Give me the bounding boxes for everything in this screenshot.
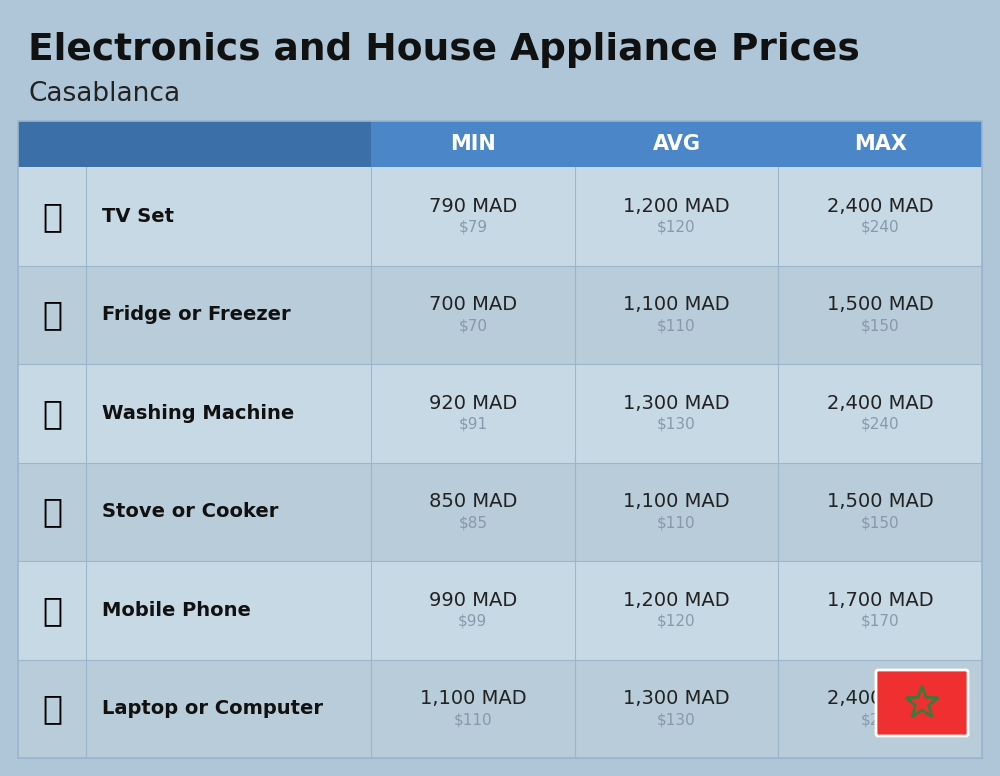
Text: $110: $110 [657,515,696,530]
Bar [18,265,982,364]
Text: 1,500 MAD: 1,500 MAD [827,295,934,314]
Text: 1,500 MAD: 1,500 MAD [827,492,934,511]
Text: 990 MAD: 990 MAD [429,591,517,610]
Text: 2,400 MAD: 2,400 MAD [827,393,933,413]
Text: 920 MAD: 920 MAD [429,393,517,413]
Text: 790 MAD: 790 MAD [429,197,517,216]
Text: Mobile Phone: Mobile Phone [102,601,251,620]
Text: MAX: MAX [854,134,907,154]
Text: $85: $85 [458,515,487,530]
Text: 1,300 MAD: 1,300 MAD [623,393,730,413]
Text: 🧊: 🧊 [42,298,62,331]
Text: $240: $240 [861,220,899,235]
Text: 1,200 MAD: 1,200 MAD [623,197,730,216]
Text: 2,400 MAD: 2,400 MAD [827,197,933,216]
Text: Laptop or Computer: Laptop or Computer [102,699,323,719]
Text: $170: $170 [861,614,899,629]
Text: 📱: 📱 [42,594,62,627]
Bar [18,121,982,167]
Text: 850 MAD: 850 MAD [429,492,517,511]
Text: 1,700 MAD: 1,700 MAD [827,591,933,610]
Text: 🍳: 🍳 [42,495,62,528]
Text: 700 MAD: 700 MAD [429,295,517,314]
Bar [18,561,982,660]
Text: Stove or Cooker: Stove or Cooker [102,502,278,521]
Bar [18,121,371,167]
Text: $110: $110 [454,712,492,727]
Text: Washing Machine: Washing Machine [102,404,294,423]
Text: Casablanca: Casablanca [28,81,180,107]
Bar [18,364,982,462]
Text: 📺: 📺 [42,199,62,233]
Text: $130: $130 [657,712,696,727]
Text: $70: $70 [458,318,487,333]
Text: 1,100 MAD: 1,100 MAD [420,689,526,708]
Text: 🌀: 🌀 [42,397,62,430]
Text: 💻: 💻 [42,692,62,726]
Text: $240: $240 [861,712,899,727]
Text: $120: $120 [657,220,696,235]
Text: $79: $79 [458,220,487,235]
Bar [18,167,982,265]
Text: $120: $120 [657,614,696,629]
Bar [18,121,982,758]
Bar [18,660,982,758]
Text: $150: $150 [861,515,899,530]
Text: 1,100 MAD: 1,100 MAD [623,492,730,511]
Text: 1,300 MAD: 1,300 MAD [623,689,730,708]
Bar [18,462,982,561]
Text: 1,100 MAD: 1,100 MAD [623,295,730,314]
Text: 2,400 MAD: 2,400 MAD [827,689,933,708]
Text: Fridge or Freezer: Fridge or Freezer [102,305,291,324]
Text: $110: $110 [657,318,696,333]
Text: TV Set: TV Set [102,206,174,226]
Text: 1,200 MAD: 1,200 MAD [623,591,730,610]
Text: MIN: MIN [450,134,496,154]
Text: $130: $130 [657,417,696,431]
Text: $150: $150 [861,318,899,333]
Text: $99: $99 [458,614,487,629]
Text: $240: $240 [861,417,899,431]
Text: AVG: AVG [652,134,700,154]
Text: $91: $91 [458,417,487,431]
FancyBboxPatch shape [876,670,968,736]
Text: Electronics and House Appliance Prices: Electronics and House Appliance Prices [28,32,860,68]
